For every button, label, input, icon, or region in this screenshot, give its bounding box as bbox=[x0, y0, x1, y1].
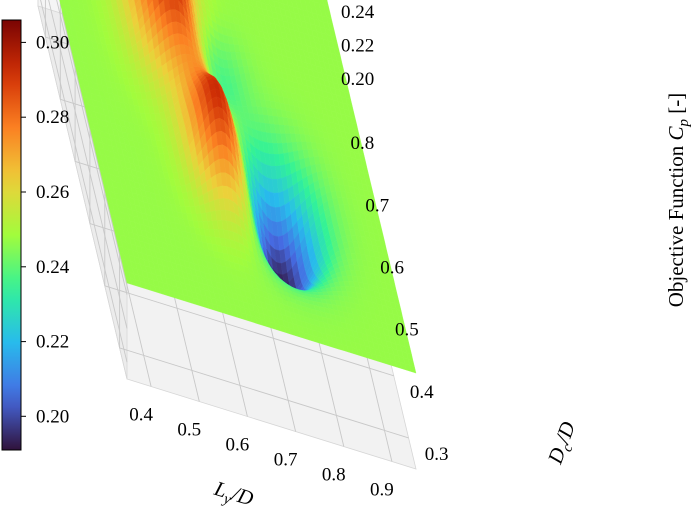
y-axis-label: Dc/D bbox=[542, 418, 583, 469]
z-axis-label: Objective Function Cp [-] bbox=[664, 93, 692, 308]
z-axis-label-main: C bbox=[664, 125, 688, 140]
y-axis-label-rest: /D bbox=[550, 418, 580, 447]
x-tick-label-5: 0.9 bbox=[370, 480, 394, 501]
colorbar-tick-label-0: 0.20 bbox=[36, 406, 69, 427]
y-tick-label-0: 0.3 bbox=[425, 444, 449, 465]
z-tick-label-0: 0.20 bbox=[341, 69, 374, 90]
x-axis-label: Ly/D bbox=[210, 476, 257, 515]
z-tick-label-2: 0.24 bbox=[341, 2, 375, 23]
x-axis-label-rest: /D bbox=[228, 481, 256, 510]
y-tick-label-5: 0.8 bbox=[351, 133, 375, 154]
colorbar-tick-label-5: 0.30 bbox=[36, 32, 69, 53]
colorbar-tick-label-4: 0.28 bbox=[36, 107, 69, 128]
colorbar-bar bbox=[2, 20, 21, 450]
y-tick-label-4: 0.7 bbox=[365, 195, 389, 216]
colorbar-tick-label-2: 0.24 bbox=[36, 257, 70, 278]
z-tick-label-1: 0.22 bbox=[341, 36, 374, 57]
colorbar-tick-label-1: 0.22 bbox=[36, 332, 69, 353]
x-tick-label-4: 0.8 bbox=[322, 465, 346, 486]
z-axis-label-rest: [-] bbox=[664, 93, 688, 119]
z-axis-label-text: Objective Function bbox=[664, 140, 688, 307]
y-tick-label-2: 0.5 bbox=[395, 320, 419, 341]
x-tick-label-1: 0.5 bbox=[177, 420, 201, 441]
x-tick-label-2: 0.6 bbox=[226, 435, 250, 456]
x-tick-label-3: 0.7 bbox=[274, 450, 298, 471]
surface-cell bbox=[410, 365, 416, 373]
y-tick-label-3: 0.6 bbox=[380, 257, 404, 278]
colorbar-tick-label-3: 0.26 bbox=[36, 182, 69, 203]
x-tick-label-0: 0.4 bbox=[129, 405, 153, 426]
y-tick-label-1: 0.4 bbox=[410, 382, 434, 403]
